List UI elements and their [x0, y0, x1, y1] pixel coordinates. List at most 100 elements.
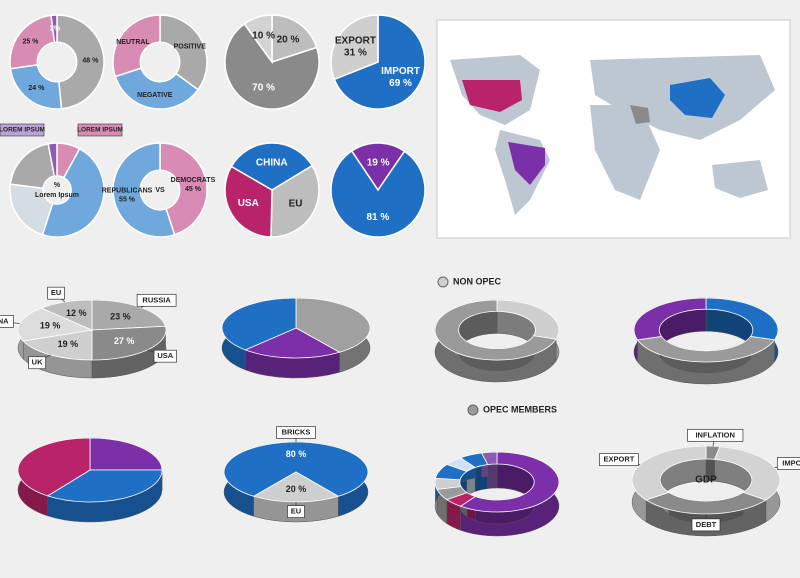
slice-label: 27 % [114, 336, 135, 346]
slice-label: 2% [50, 26, 61, 33]
callout-box [47, 286, 65, 300]
chart-donut [434, 451, 560, 537]
slice [271, 14, 318, 64]
slice-label: 70 % [252, 83, 275, 94]
slice-label: 23 % [110, 311, 131, 321]
chart-pie: 80 % BRICKS 20 % EU [223, 426, 369, 523]
chart-pie: 23 % RUSSIA 27 % USA 19 % UK 19 % CHINA 12 % EU [0, 286, 177, 379]
legend-swatch [437, 276, 449, 288]
slice-label: 55 % [119, 197, 136, 204]
callout-box [287, 505, 305, 518]
center-label: % [54, 182, 61, 189]
annotation: LOREM IPSUM [0, 127, 45, 134]
legend-label: NON OPEC [453, 276, 502, 286]
chart-donut: % Lorem Ipsum [9, 142, 105, 238]
slice-label: 20 % [277, 35, 300, 46]
usa [462, 80, 522, 112]
slice-label: 10 % [252, 31, 275, 42]
callout-box [687, 428, 744, 442]
callout-box [136, 293, 177, 307]
slice-label: 20 % [286, 484, 307, 494]
slice [89, 437, 163, 471]
annotation-box [77, 123, 123, 137]
china [670, 78, 725, 118]
slice-label: 69 % [389, 78, 412, 89]
slice [221, 297, 297, 351]
slice-label: 45 % [185, 186, 202, 193]
slice [112, 14, 161, 78]
slice [480, 451, 498, 466]
callout-box [599, 453, 639, 466]
slice-label: 19 % [58, 339, 79, 349]
slice [459, 451, 560, 513]
chart-donut: 48 % 24 % 25 % 2% LOREM IPSUM LOREM IPSUM [0, 14, 123, 137]
slice-label: EU [289, 198, 303, 209]
slice [112, 142, 176, 238]
slice [114, 67, 200, 110]
chart-pie [17, 437, 163, 523]
chart-pie [221, 297, 371, 379]
slice-label: IMPORT [381, 66, 420, 77]
slice [243, 14, 273, 65]
slice [224, 165, 273, 238]
slice [230, 142, 314, 191]
chart-pie: CHINA EU USA [224, 142, 320, 238]
legend-label: OPEC MEMBERS [483, 404, 557, 414]
slice [252, 471, 340, 503]
slice [91, 299, 166, 331]
slice [9, 14, 56, 70]
slice-label: NEGATIVE [137, 92, 173, 99]
chart-pie: 20 % 70 % 10 % [224, 14, 320, 110]
callout-label: CHINA [0, 316, 9, 325]
slice [41, 147, 105, 238]
slice-label: POSITIVE [174, 44, 207, 51]
slice [50, 14, 58, 44]
chart-donut: DEMOCRATS 45 % REPUBLICANS 55 % VS [102, 142, 216, 238]
slice-label: NEUTRAL [116, 39, 150, 46]
slice-label: 25 % [22, 39, 39, 46]
slice [631, 445, 707, 501]
legend-swatch [467, 404, 479, 416]
slice [636, 335, 776, 363]
slice [17, 307, 94, 342]
callout-label: INFLATION [695, 430, 734, 439]
chart-donut: NON OPEC OPEC MEMBERS [434, 276, 560, 416]
slice-label: 19 % [40, 321, 61, 331]
saudi-arabia [630, 105, 650, 124]
world-map [436, 19, 791, 239]
slice-label: EXPORT [335, 35, 376, 46]
slice [159, 142, 208, 236]
slice [270, 164, 320, 238]
callout-label: EU [51, 288, 61, 297]
slice [22, 329, 93, 361]
slice [333, 14, 426, 110]
chart-pie: 19 % 81 % [330, 142, 426, 238]
slice [434, 299, 557, 361]
slice-label: 19 % [367, 157, 390, 168]
slice-label: 48 % [82, 57, 99, 64]
slice [224, 22, 320, 110]
slice-label: 81 % [367, 212, 390, 223]
slice [46, 469, 163, 503]
slice [17, 437, 91, 497]
callout-label: EU [291, 507, 301, 516]
center-label: GDP [695, 475, 717, 486]
slice [330, 149, 426, 238]
annotation: LOREM IPSUM [77, 127, 123, 134]
slice-label: CHINA [256, 157, 288, 168]
australia [712, 160, 768, 198]
slice-label: REPUBLICANS [102, 188, 153, 195]
chart-donut [633, 297, 779, 385]
slice-label: 80 % [286, 449, 307, 459]
slice [9, 183, 54, 236]
callout-box [153, 349, 177, 363]
slice [295, 297, 371, 353]
callout-box [276, 426, 316, 439]
annotation-box [0, 123, 45, 137]
slice [9, 142, 56, 190]
slice-inner-side [487, 463, 498, 489]
center-label: VS [155, 187, 165, 194]
callout-box [691, 518, 721, 532]
